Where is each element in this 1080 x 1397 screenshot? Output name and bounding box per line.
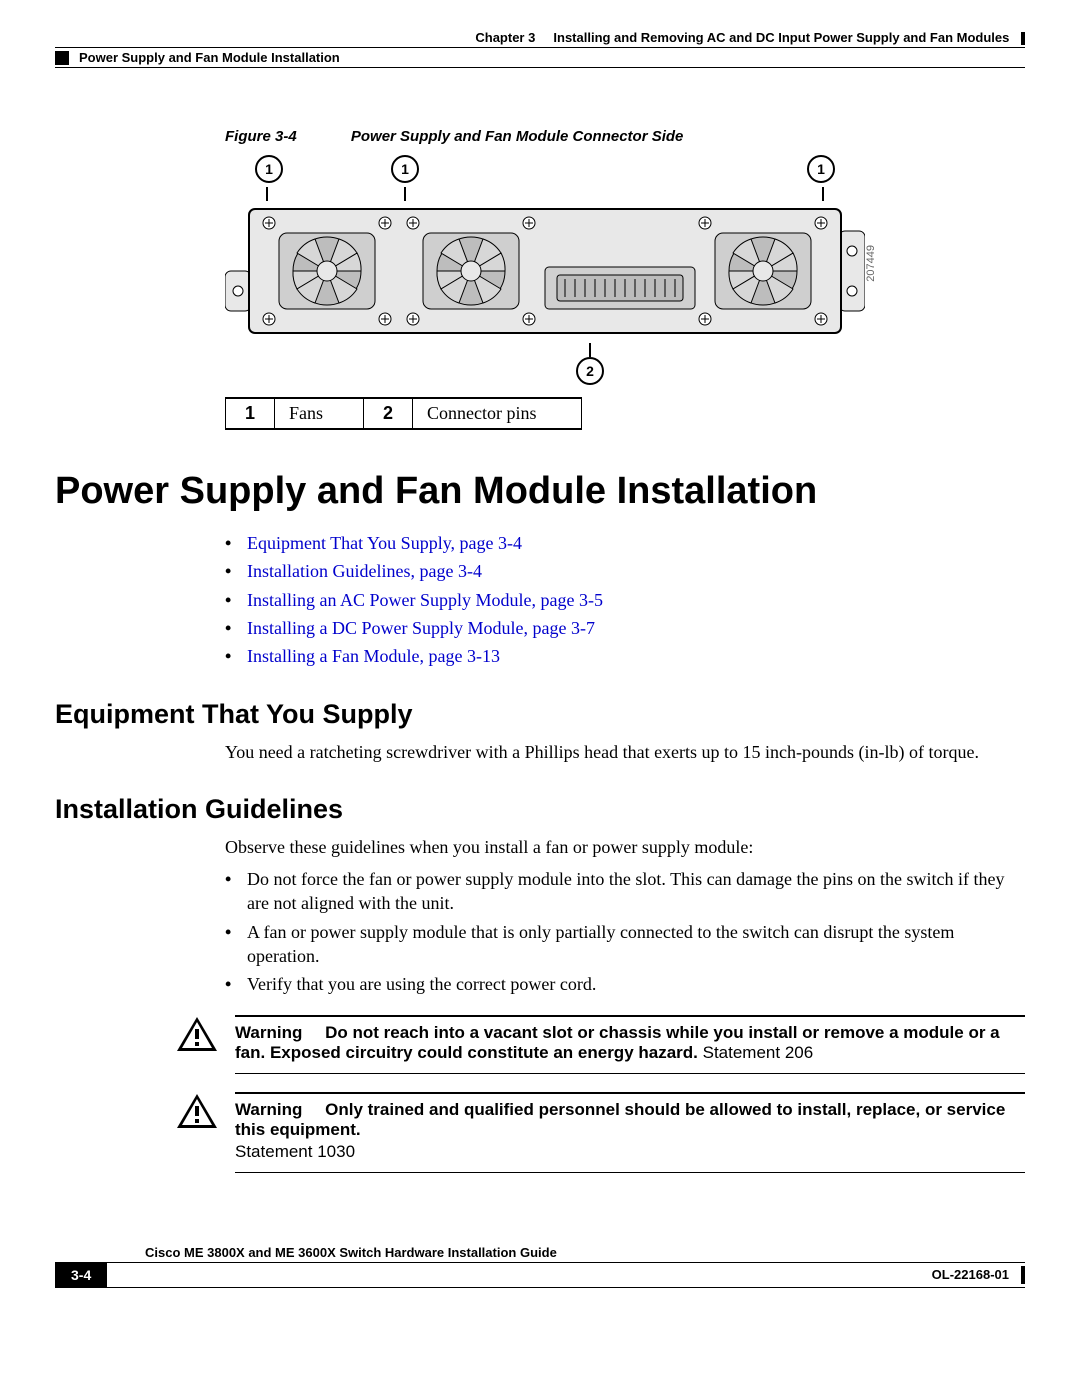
- page-footer: Cisco ME 3800X and ME 3600X Switch Hardw…: [55, 1243, 1025, 1288]
- callout-1b: 1: [391, 155, 419, 183]
- callout-1c: 1: [807, 155, 835, 183]
- legend-key-1: 1: [226, 398, 275, 429]
- list-item: Do not force the fan or power supply mod…: [225, 867, 1025, 916]
- doc-id: OL-22168-01: [926, 1263, 1015, 1286]
- list-item: Installing a DC Power Supply Module, pag…: [225, 616, 1025, 640]
- guidelines-intro: Observe these guidelines when you instal…: [225, 835, 1025, 859]
- list-item: Installation Guidelines, page 3-4: [225, 559, 1025, 583]
- page-title: Power Supply and Fan Module Installation: [55, 470, 1025, 513]
- legend-table: 1 Fans 2 Connector pins: [225, 397, 582, 430]
- link-guidelines[interactable]: Installation Guidelines, page 3-4: [247, 561, 482, 581]
- bar-icon: [1021, 1266, 1025, 1284]
- heading-guidelines: Installation Guidelines: [55, 794, 1025, 825]
- square-icon: [55, 51, 69, 65]
- table-row: 1 Fans 2 Connector pins: [226, 398, 582, 429]
- section-line: Power Supply and Fan Module Installation: [55, 48, 1025, 68]
- list-item: Installing an AC Power Supply Module, pa…: [225, 588, 1025, 612]
- page-number: 3-4: [55, 1263, 107, 1287]
- equipment-text: You need a ratcheting screwdriver with a…: [225, 740, 1025, 764]
- list-item: Verify that you are using the correct po…: [225, 972, 1025, 996]
- chapter-line: Chapter 3 Installing and Removing AC and…: [55, 30, 1025, 48]
- image-id: 207449: [865, 245, 877, 282]
- legend-val-2: Connector pins: [413, 398, 582, 429]
- running-header: Chapter 3 Installing and Removing AC and…: [55, 30, 1025, 68]
- figure-caption: Figure 3-4 Power Supply and Fan Module C…: [225, 128, 1025, 145]
- list-item: Equipment That You Supply, page 3-4: [225, 531, 1025, 555]
- list-item: Installing a Fan Module, page 3-13: [225, 644, 1025, 668]
- warning-stmt: Statement 1030: [235, 1142, 1025, 1162]
- warning-label: Warning: [235, 1100, 302, 1119]
- heading-equipment: Equipment That You Supply: [55, 699, 1025, 730]
- legend-key-2: 2: [364, 398, 413, 429]
- warning-2: Warning Only trained and qualified perso…: [175, 1092, 1025, 1173]
- warning-text: Do not reach into a vacant slot or chass…: [235, 1023, 1000, 1062]
- link-equipment[interactable]: Equipment That You Supply, page 3-4: [247, 533, 522, 553]
- list-item: A fan or power supply module that is onl…: [225, 920, 1025, 969]
- chapter-title: Installing and Removing AC and DC Input …: [553, 30, 1009, 45]
- warning-icon: [175, 1092, 219, 1130]
- figure-title: Power Supply and Fan Module Connector Si…: [351, 128, 684, 145]
- callout-2: 2: [576, 357, 604, 385]
- link-fan[interactable]: Installing a Fan Module, page 3-13: [247, 646, 500, 666]
- diagram: 1 1 1: [225, 155, 865, 385]
- figure-number: Figure 3-4: [225, 128, 297, 145]
- warning-text: Only trained and qualified personnel sho…: [235, 1100, 1005, 1139]
- callout-1a: 1: [255, 155, 283, 183]
- link-ac[interactable]: Installing an AC Power Supply Module, pa…: [247, 590, 603, 610]
- warning-icon: [175, 1015, 219, 1053]
- module-svg: [225, 201, 865, 341]
- warning-1: Warning Do not reach into a vacant slot …: [175, 1015, 1025, 1074]
- toc-links: Equipment That You Supply, page 3-4 Inst…: [225, 531, 1025, 668]
- legend-val-1: Fans: [275, 398, 364, 429]
- link-dc[interactable]: Installing a DC Power Supply Module, pag…: [247, 618, 595, 638]
- warning-label: Warning: [235, 1023, 302, 1042]
- chapter-label: Chapter 3: [475, 30, 535, 45]
- footer-book: Cisco ME 3800X and ME 3600X Switch Hardw…: [55, 1243, 1025, 1263]
- guidelines-list: Do not force the fan or power supply mod…: [225, 867, 1025, 996]
- figure-block: Figure 3-4 Power Supply and Fan Module C…: [225, 128, 1025, 430]
- section-label: Power Supply and Fan Module Installation: [79, 50, 340, 65]
